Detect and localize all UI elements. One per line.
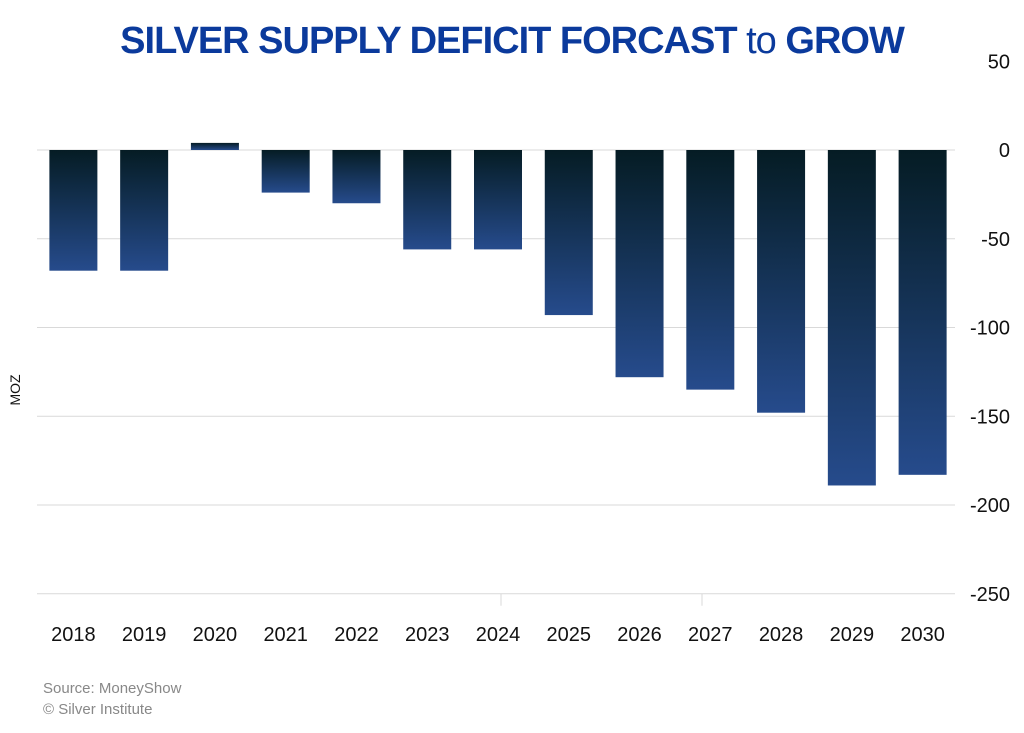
x-tick-label: 2021 — [263, 624, 308, 646]
y-tick-label: -100 — [970, 318, 1010, 340]
y-tick-label: 50 — [988, 51, 1010, 73]
x-tick-label: 2028 — [759, 624, 804, 646]
bar-2028 — [757, 150, 806, 413]
bar-2022 — [332, 150, 381, 204]
bar-2027 — [686, 150, 735, 390]
y-tick-label: 0 — [999, 140, 1010, 162]
x-tick-label: 2018 — [51, 624, 96, 646]
y-axis-ticks: 50 0 -50 -100 -150 -200 -250 — [970, 51, 1010, 606]
y-tick-label: -50 — [981, 229, 1010, 251]
bar-2023 — [403, 150, 452, 250]
bar-2024 — [474, 150, 522, 250]
bar-2026 — [615, 150, 664, 378]
x-tick-label: 2027 — [688, 624, 733, 646]
x-tick-label: 2019 — [122, 624, 167, 646]
y-tick-label: -250 — [970, 584, 1010, 606]
x-tick-label: 2026 — [617, 624, 662, 646]
x-tick-label: 2025 — [547, 624, 592, 646]
title-connector: to — [746, 20, 777, 62]
bar-2019 — [120, 150, 169, 271]
title-end: GROW — [785, 20, 904, 62]
title-main: SILVER SUPPLY DEFICIT FORCAST — [120, 20, 737, 62]
bar-2029 — [827, 150, 876, 486]
y-tick-label: -200 — [970, 495, 1010, 517]
bar-2020 — [190, 142, 239, 150]
x-tick-label: 2020 — [193, 624, 238, 646]
y-tick-label: -150 — [970, 406, 1010, 428]
x-tick-label: 2029 — [830, 624, 875, 646]
x-tick-label: 2024 — [476, 624, 521, 646]
source-credit: Source: MoneyShow — [43, 680, 182, 697]
x-tick-label: 2030 — [900, 624, 945, 646]
bar-2021 — [261, 150, 310, 193]
bar-2025 — [544, 150, 593, 316]
y-axis-label: MOZ — [7, 374, 23, 406]
bar-2030 — [898, 150, 947, 475]
x-tick-label: 2023 — [405, 624, 450, 646]
x-axis-ticks: 2018 2019 2020 2021 2022 2023 2024 2025 2026 2027… — [51, 624, 945, 646]
bar-2018 — [49, 150, 98, 271]
x-tick-label: 2022 — [334, 624, 379, 646]
chart-title: SILVER SUPPLY DEFICIT FORCAST to GROW — [0, 20, 1024, 63]
copyright-credit: © Silver Institute — [43, 701, 153, 718]
bars — [49, 142, 947, 486]
